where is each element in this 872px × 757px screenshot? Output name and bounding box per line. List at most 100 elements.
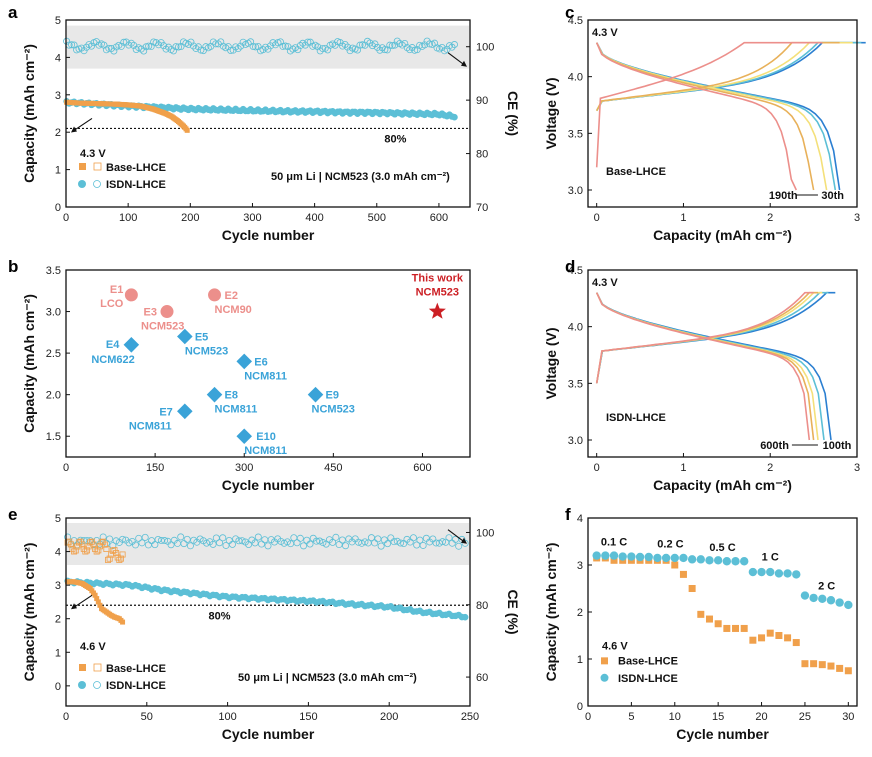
ce-point-isdn: [304, 38, 312, 46]
point-E3: [160, 305, 174, 319]
x-tick-label: 150: [146, 462, 164, 474]
arrow-left-head: [71, 126, 77, 133]
y-tick-label: 4.0: [568, 72, 583, 84]
rate-point-isdn: [809, 593, 818, 603]
chart-d: 0 1 2 3 Capacity (mAh cm⁻²) 3.0 3.5 4.0 4.5 Volta…: [543, 265, 860, 493]
ce-point-isdn: [249, 42, 257, 50]
x-tick-label: 300: [243, 212, 261, 224]
ce-point-isdn: [281, 42, 289, 50]
x-tick-label: 100: [218, 711, 236, 723]
ce-point-isdn: [294, 46, 302, 54]
ce-point-isdn: [172, 43, 180, 51]
ce-point-isdn: [391, 41, 399, 49]
rate-point-base: [740, 624, 748, 632]
legend-label-isdn: ISDN-LHCE: [106, 680, 166, 692]
ce-point-base: [95, 547, 102, 554]
this-work-cathode: NCM523: [416, 287, 459, 299]
ce-point-isdn: [403, 44, 411, 52]
rate-point-base: [714, 620, 722, 628]
ce-point-isdn: [212, 40, 220, 48]
ce-point-isdn: [411, 46, 419, 54]
x-tick-label: 25: [799, 711, 811, 723]
arrow-right-head: [461, 60, 467, 67]
x-tick-label: 0: [63, 462, 69, 474]
ce-point-isdn: [187, 38, 195, 46]
rate-point-isdn: [679, 553, 688, 563]
ce-point-isdn: [125, 41, 133, 49]
ce-point-isdn: [286, 47, 294, 55]
rate-point-isdn: [713, 556, 723, 565]
ce-point-isdn: [155, 41, 163, 49]
y-tick-label: 1: [577, 654, 583, 666]
chart-b: 0 150 300 450 600 Cycle number 1.5 2.0 2.5 3.0 3.5…: [21, 265, 471, 493]
y2-axis-title: CE (%): [505, 91, 521, 136]
point-cathode-label: NCM811: [215, 404, 258, 416]
rate-point-isdn: [774, 569, 784, 578]
x-tick-label: 0: [63, 212, 69, 224]
point-cathode-label: NCM90: [215, 304, 252, 316]
ce-point-isdn: [87, 42, 95, 50]
x-tick-label: 250: [461, 711, 479, 723]
y2-tick-label: 80: [476, 600, 488, 612]
ce-point-isdn: [332, 533, 340, 541]
ce-point-isdn: [151, 541, 159, 549]
ce-point-isdn: [381, 46, 389, 54]
legend-label-base: Base-LHCE: [106, 162, 166, 174]
point-id-label: E7: [159, 406, 172, 418]
ce-point-base: [90, 541, 97, 548]
arrow-left: [73, 118, 93, 131]
y2-tick-label: 60: [476, 672, 488, 684]
ce-point-isdn: [300, 542, 308, 550]
y2-tick-label: 70: [476, 202, 488, 214]
y-tick-label: 4.0: [568, 322, 583, 334]
ce-point-isdn: [245, 540, 253, 548]
ce-point-isdn: [109, 542, 117, 550]
discharge-curve: [595, 42, 815, 191]
panel-label-a: a: [8, 3, 18, 22]
y2-tick-label: 90: [476, 95, 488, 107]
capacity-point-base: [94, 596, 100, 602]
legend-label-isdn: ISDN-LHCE: [618, 673, 678, 685]
ce-point-isdn: [336, 39, 344, 47]
ce-point-isdn: [119, 535, 127, 543]
chart-e: 0 50 100 150 200 250 Cycle number 0 1 2 3 4 5 Capacit…: [21, 513, 521, 742]
rate-point-base: [723, 624, 731, 632]
this-work-star: [428, 302, 446, 319]
rate-point-base: [818, 661, 826, 669]
point-cathode-label: LCO: [100, 298, 124, 310]
ce-point-isdn: [384, 540, 392, 548]
ce-point-base: [79, 541, 86, 548]
y-tick-label: 1: [55, 165, 61, 177]
x-tick-label: 3: [854, 212, 860, 224]
ce-point-isdn: [68, 41, 76, 49]
ce-point-isdn: [406, 46, 414, 54]
ce-point-base: [98, 539, 105, 546]
y-tick-label: 3.5: [568, 378, 583, 390]
x-tick-label: 200: [380, 711, 398, 723]
cycle-label-high: 600th: [760, 440, 789, 452]
rate-point-base: [827, 662, 835, 670]
x-tick-label: 150: [299, 711, 317, 723]
ce-point-isdn: [259, 46, 267, 54]
cycle-label-low: 100th: [823, 440, 852, 452]
y-tick-label: 5: [55, 15, 61, 27]
ce-point-isdn: [306, 540, 314, 548]
rate-point-base: [792, 639, 800, 647]
x-tick-label: 3: [854, 462, 860, 474]
ce-point-isdn: [227, 47, 235, 55]
rate-point-base: [697, 610, 705, 618]
ce-point-base: [117, 555, 124, 562]
ce-point-isdn: [393, 37, 401, 45]
panel-label-f: f: [565, 505, 571, 524]
ce-point-base: [75, 539, 82, 546]
ce-point-isdn: [228, 540, 236, 548]
ce-point-isdn: [316, 537, 324, 545]
voltage-label: 4.6 V: [602, 641, 628, 653]
y-tick-label: 2.0: [46, 390, 61, 402]
x-tick-label: 2: [767, 462, 773, 474]
ce-point-isdn: [416, 536, 424, 544]
ce-point-isdn: [161, 537, 169, 545]
ce-point-base: [116, 556, 123, 563]
point-id-label: E4: [106, 339, 120, 351]
